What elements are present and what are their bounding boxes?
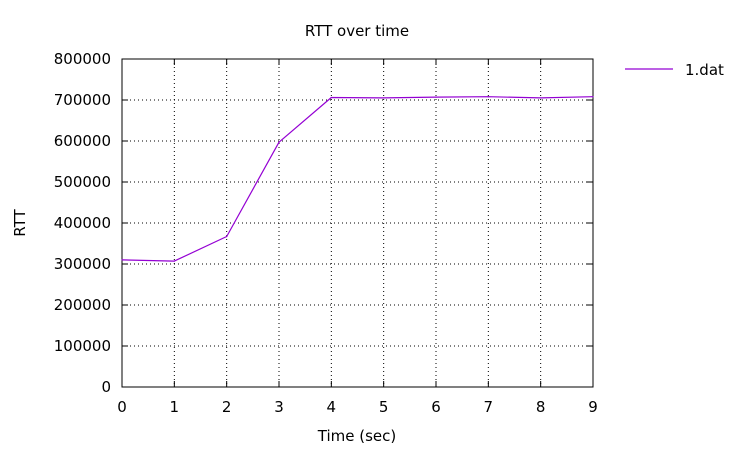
y-tick-label-100000: 100000: [54, 337, 111, 355]
y-tick-label-400000: 400000: [54, 214, 111, 232]
y-tick-label-800000: 800000: [54, 50, 111, 68]
y-tick-label-200000: 200000: [54, 296, 111, 314]
data-point-0-2: [226, 235, 228, 238]
data-point-0-4: [330, 96, 332, 99]
legend: 1.dat: [625, 61, 724, 79]
data-point-0-3: [278, 141, 280, 143]
data-point-0-0: [121, 259, 123, 261]
x-axis-title: Time (sec): [317, 427, 396, 445]
data-point-0-9: [592, 96, 594, 98]
x-tick-label-7: 7: [484, 398, 494, 416]
x-tick-label-4: 4: [327, 398, 337, 416]
y-tick-label-300000: 300000: [54, 255, 111, 273]
data-point-0-1: [173, 260, 175, 262]
data-point-0-5: [383, 97, 385, 99]
x-tick-label-6: 6: [431, 398, 441, 416]
x-tick-label-0: 0: [117, 398, 127, 416]
x-tick-label-2: 2: [222, 398, 232, 416]
chart-title: RTT over time: [305, 22, 409, 40]
x-tick-label-8: 8: [536, 398, 546, 416]
y-tick-label-0: 0: [101, 378, 111, 396]
axes: 0 1 2 3 4 5 6 7 8 9 0 100000 200000 300000 400000 50000…: [54, 50, 598, 416]
x-tick-label-1: 1: [170, 398, 180, 416]
data-point-0-6: [435, 96, 437, 98]
x-tick-label-5: 5: [379, 398, 389, 416]
series-line-0: [121, 96, 594, 262]
grid: [122, 59, 593, 387]
x-tick-label-3: 3: [274, 398, 284, 416]
y-tick-label-500000: 500000: [54, 173, 111, 191]
x-tick-label-9: 9: [588, 398, 598, 416]
data-point-0-7: [487, 96, 489, 98]
y-tick-label-700000: 700000: [54, 91, 111, 109]
y-tick-label-600000: 600000: [54, 132, 111, 150]
data-point-0-8: [540, 97, 542, 99]
legend-label-1dat: 1.dat: [685, 61, 724, 79]
series-group: [121, 96, 594, 262]
y-axis-title: RTT: [11, 208, 29, 236]
